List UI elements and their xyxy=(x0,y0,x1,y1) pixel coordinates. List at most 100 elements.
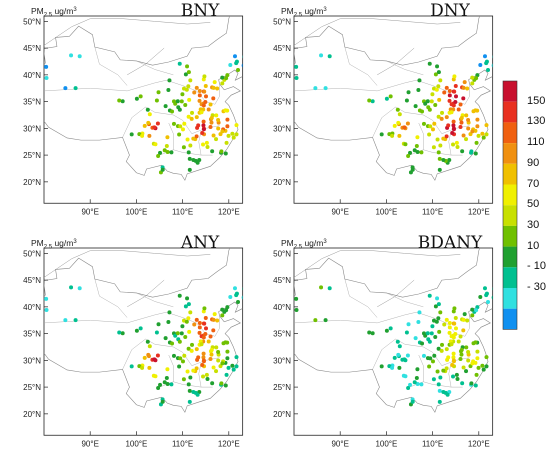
station-marker xyxy=(201,351,206,356)
colorbar-label: 90 xyxy=(527,156,540,169)
colorbar-label: - 30 xyxy=(527,281,546,293)
station-marker xyxy=(294,296,299,301)
province-line xyxy=(464,315,470,337)
station-marker xyxy=(440,110,445,115)
station-marker xyxy=(402,125,407,130)
station-marker xyxy=(187,97,192,102)
station-marker xyxy=(436,114,441,119)
station-marker xyxy=(147,133,152,138)
station-marker xyxy=(208,125,213,130)
station-marker xyxy=(194,366,199,371)
station-marker xyxy=(204,372,209,377)
station-marker xyxy=(447,325,452,330)
station-marker xyxy=(438,310,443,315)
station-marker xyxy=(433,304,438,309)
station-marker xyxy=(194,115,199,120)
station-marker xyxy=(451,355,456,360)
station-marker xyxy=(468,364,473,369)
station-marker xyxy=(190,110,195,115)
colorbar-swatch xyxy=(503,246,517,268)
station-marker xyxy=(223,151,228,156)
station-marker xyxy=(77,286,82,291)
station-marker xyxy=(214,369,219,374)
station-marker xyxy=(431,145,436,150)
station-marker xyxy=(484,364,489,369)
lat-label: 30°N xyxy=(273,356,291,365)
station-marker xyxy=(44,75,49,80)
station-marker xyxy=(197,89,202,94)
station-marker xyxy=(435,369,440,374)
station-marker xyxy=(404,98,409,103)
panel-title: DNY xyxy=(430,1,471,21)
station-marker xyxy=(206,339,211,344)
station-marker xyxy=(185,137,190,142)
station-marker xyxy=(216,126,221,131)
station-marker xyxy=(241,63,243,68)
station-marker xyxy=(461,85,466,90)
station-marker xyxy=(412,380,417,385)
station-marker xyxy=(486,68,491,73)
border-line xyxy=(377,47,415,76)
station-marker xyxy=(234,61,239,66)
station-marker xyxy=(153,142,158,147)
station-marker xyxy=(465,318,470,323)
station-marker xyxy=(173,333,178,338)
station-marker xyxy=(475,349,480,354)
station-marker xyxy=(165,150,170,155)
station-marker xyxy=(449,110,454,115)
station-marker xyxy=(446,355,451,360)
lat-label: 45°N xyxy=(23,44,41,53)
station-marker xyxy=(486,300,491,305)
station-marker xyxy=(187,156,192,161)
station-marker xyxy=(202,306,207,311)
province-line xyxy=(448,130,452,156)
country-outline xyxy=(294,16,493,181)
station-marker xyxy=(231,367,236,372)
station-marker xyxy=(449,342,454,347)
station-marker xyxy=(484,293,489,298)
station-marker xyxy=(220,81,225,86)
station-marker xyxy=(187,329,192,334)
station-marker xyxy=(215,86,220,91)
station-marker xyxy=(182,121,187,126)
station-marker xyxy=(436,302,441,307)
station-marker xyxy=(476,133,481,138)
station-marker xyxy=(154,330,159,335)
station-marker xyxy=(170,341,175,346)
station-marker xyxy=(455,377,460,382)
station-marker xyxy=(481,367,486,372)
station-marker xyxy=(236,68,241,73)
station-marker xyxy=(435,137,440,142)
station-marker xyxy=(188,375,193,380)
station-marker xyxy=(177,61,182,66)
station-marker xyxy=(427,61,432,66)
station-marker xyxy=(197,321,202,326)
province-line xyxy=(136,292,174,308)
station-marker xyxy=(396,120,401,125)
station-marker xyxy=(191,158,196,163)
station-marker xyxy=(216,350,221,355)
colorbar-swatch xyxy=(503,122,517,144)
lat-label: 35°N xyxy=(23,98,41,107)
station-marker xyxy=(197,93,202,98)
map-frame xyxy=(43,247,244,436)
lat-label: 40°N xyxy=(23,71,41,80)
station-marker xyxy=(223,383,228,388)
station-marker xyxy=(203,326,208,331)
province-line xyxy=(404,112,443,134)
province-line xyxy=(44,314,155,324)
station-marker xyxy=(201,103,206,108)
station-marker xyxy=(183,334,188,339)
station-marker xyxy=(323,86,328,91)
station-marker xyxy=(454,140,459,145)
lat-label: 30°N xyxy=(23,356,41,365)
station-marker xyxy=(451,335,456,340)
station-marker xyxy=(466,358,471,363)
station-marker xyxy=(220,75,225,80)
station-marker xyxy=(388,326,393,331)
province-line xyxy=(214,315,220,337)
station-marker xyxy=(405,121,410,126)
station-marker xyxy=(202,74,207,79)
station-marker xyxy=(470,361,475,366)
station-marker xyxy=(220,129,225,134)
